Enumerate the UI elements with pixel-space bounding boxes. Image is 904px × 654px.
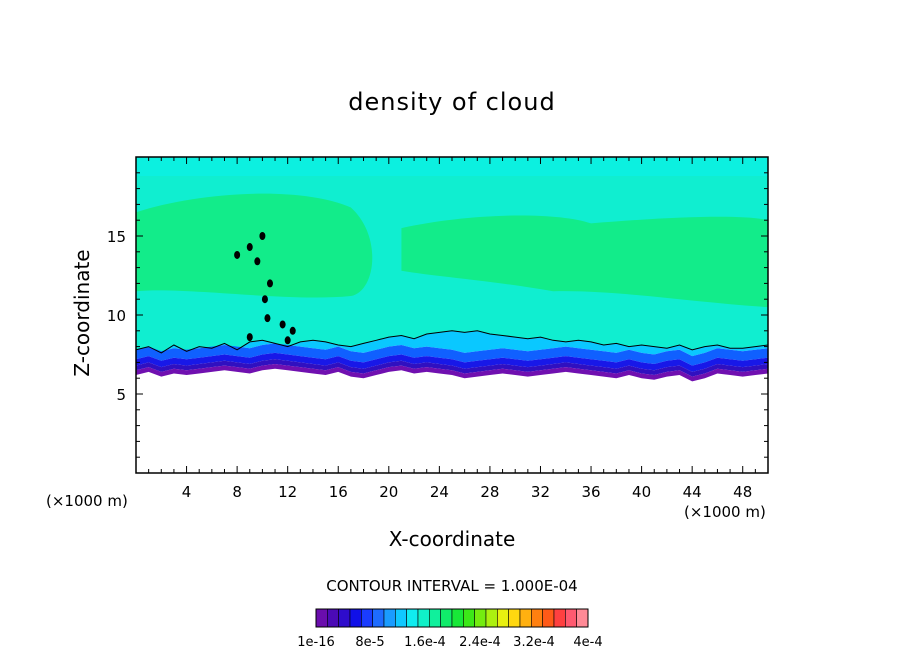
colorbar-tick-label: 2.4e-4 [459,635,501,650]
cloud-core-right [401,215,768,308]
colorbar-swatch [451,608,464,628]
contour-line [136,330,768,354]
x-tick-label: 12 [278,483,297,501]
colorbar-frame [315,608,589,628]
field-layers [136,157,768,382]
x-tick-label: 20 [379,483,398,501]
colorbar-swatch [565,608,577,628]
colorbar-swatch [519,608,532,628]
cloud-layer-deep1 [136,343,768,366]
convective-cell-5 [261,295,268,304]
convective-cell-0 [234,250,241,259]
x-tick-label: 32 [531,483,550,501]
y-tick-label: 15 [107,228,126,246]
x-tick-label: 24 [430,483,449,501]
colorbar-tick-label: 4e-4 [573,635,602,650]
colorbar-swatch [315,608,328,628]
convective-cell-6 [264,314,271,323]
convective-cell-10 [246,333,253,342]
y-tick-label: 5 [116,386,126,404]
convective-cell-3 [254,257,261,266]
x-axis-label: X-coordinate [388,527,516,551]
colorbar-swatch [429,608,441,628]
x-tick-label: 4 [182,483,192,501]
convective-cell-8 [289,326,296,335]
colorbar-swatch [327,608,339,628]
convective-cell-2 [259,232,266,240]
colorbar-swatch [474,608,487,628]
convective-cell-1 [246,243,253,252]
colorbar-swatch [508,608,521,628]
colorbar-swatch [372,608,385,628]
x-tick-label: 28 [480,483,499,501]
x-tick-label: 36 [581,483,600,501]
cloud-layer-base2 [136,364,768,382]
colorbar-swatch [463,608,475,628]
y-axis-unit: (×1000 m) [46,492,128,510]
colorbar-swatch [417,608,430,628]
colorbar-tick-label: 8e-5 [355,635,384,650]
contour-interval-label: CONTOUR INTERVAL = 1.000E-04 [326,577,578,595]
colorbar-swatch [485,608,498,628]
colorbar-tick-label: 3.2e-4 [513,635,555,650]
colorbar-swatch [576,608,589,628]
colorbar-swatch [406,608,419,628]
y-tick-label: 10 [107,307,126,325]
colorbar-swatch [440,608,453,628]
colorbar-swatch [349,608,362,628]
colorbar-swatch [497,608,509,628]
colorbar-tick-label: 1e-16 [297,635,335,650]
colorbar-swatch [395,608,407,628]
convective-cell-4 [266,279,273,288]
colorbar-swatch [531,608,543,628]
x-axis-unit: (×1000 m) [684,503,766,521]
cloud-layer-lower [136,330,768,357]
x-tick-label: 8 [232,483,242,501]
convective-cell-9 [284,336,291,345]
colorbar-swatch [361,608,373,628]
x-tick-label: 48 [733,483,752,501]
cloud-core-left [136,193,373,298]
chart-title: density of cloud [348,88,556,116]
x-tick-label: 40 [632,483,651,501]
cloud-top-band [136,157,768,176]
colorbar-swatch [542,608,555,628]
colorbar-swatch [553,608,566,628]
x-tick-label: 16 [329,483,348,501]
convective-cell-7 [279,320,286,329]
cloud-layer-base1 [136,359,768,377]
colorbar-swatch [338,608,351,628]
colorbar-tick-label: 1.6e-4 [404,635,446,650]
y-axis-label: Z-coordinate [70,249,94,377]
x-tick-label: 44 [683,483,702,501]
cloud-layer-deep2 [136,352,768,372]
colorbar-swatch [383,608,396,628]
